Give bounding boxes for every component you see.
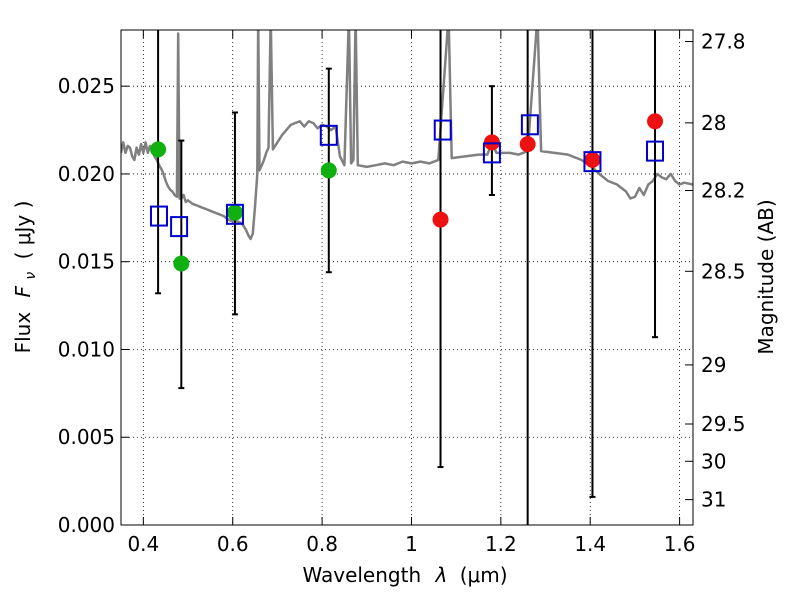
y-tick-label: 0.000	[58, 513, 115, 537]
y-axis-label: Flux F ν ( μJy )	[11, 201, 40, 354]
nir-point	[483, 134, 500, 151]
y-axis-label-unit: ( μJy )	[11, 201, 35, 260]
x-tick-label: 0.4	[127, 532, 159, 556]
x-tick-label: 0.8	[306, 532, 338, 556]
mag-tick-label: 29.5	[701, 412, 746, 436]
x-tick-label: 1.6	[664, 532, 696, 556]
nir-point	[647, 113, 664, 130]
y-tick-label: 0.010	[58, 337, 115, 361]
nir-point	[519, 136, 536, 153]
spectrum-line	[121, 30, 693, 241]
y-tick-label: 0.020	[58, 162, 115, 186]
x-tick-label: 1.2	[485, 532, 517, 556]
y-tick-label: 0.015	[58, 250, 115, 274]
x-tick-label: 0.6	[217, 532, 249, 556]
plot-frame	[120, 29, 694, 526]
nir-point	[432, 211, 449, 228]
y-axis-label-main: Flux	[11, 312, 35, 354]
y2-axis-label: Magnitude (AB)	[754, 199, 778, 354]
mag-tick-label: 28.5	[701, 259, 746, 283]
x-axis-label-main: Wavelength	[302, 563, 421, 587]
model-square	[170, 216, 189, 238]
mag-tick-label: 31	[701, 488, 726, 512]
y-tick-label: 0.005	[58, 425, 115, 449]
optical-point	[150, 141, 167, 158]
model-square	[646, 140, 665, 162]
y-axis-label-symbol: F	[11, 285, 35, 297]
model-square	[482, 142, 501, 164]
x-axis-label: Wavelength λ (μm)	[302, 563, 507, 587]
model-square	[225, 203, 244, 225]
x-tick-label: 1.4	[574, 532, 606, 556]
model-square	[319, 124, 338, 146]
model-square	[433, 119, 452, 141]
ticks: 0.4 0.6 0.8 1 1.2 1.4 1.6 0.000 0.005 0.010 0.015 0…	[58, 30, 746, 556]
x-axis-label-symbol: λ	[435, 563, 448, 587]
mag-tick-label: 29	[701, 353, 726, 377]
mag-tick-label: 28.2	[701, 179, 746, 203]
model-square	[583, 151, 602, 173]
y-tick-label: 0.025	[58, 74, 115, 98]
optical-point	[173, 255, 190, 272]
points-layer	[149, 113, 665, 272]
x-tick-label: 1	[405, 532, 418, 556]
mag-tick-label: 27.8	[701, 30, 746, 54]
optical-point	[226, 204, 243, 221]
y-axis-label-sub: ν	[23, 272, 39, 280]
mag-tick-label: 30	[701, 449, 726, 473]
model-square	[520, 114, 539, 136]
mag-tick-label: 28	[701, 111, 726, 135]
optical-point	[320, 162, 337, 179]
spectrum-layer	[121, 30, 693, 241]
x-axis-label-unit: (μm)	[460, 563, 508, 587]
model-square	[149, 205, 168, 227]
nir-point	[584, 151, 601, 168]
